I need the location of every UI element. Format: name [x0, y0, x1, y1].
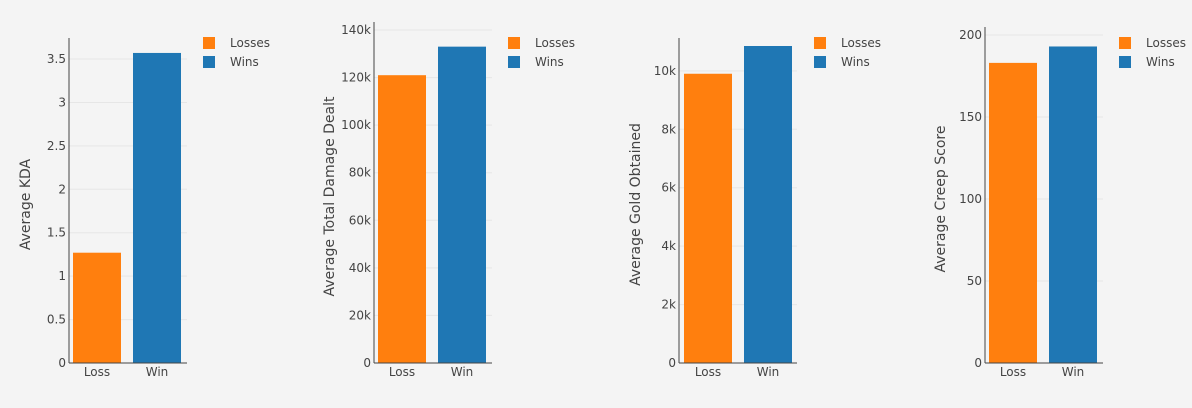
legend-swatch-losses — [814, 37, 826, 49]
y-axis-title: Average Gold Obtained — [628, 123, 644, 286]
y-tick-label: 1 — [58, 269, 66, 283]
bar-losses-loss — [378, 75, 426, 363]
y-tick-label: 4k — [661, 239, 676, 253]
y-tick-label: 3 — [58, 95, 66, 109]
x-tick-label: Loss — [1000, 365, 1026, 379]
y-tick-label: 2k — [661, 298, 676, 312]
legend-label-losses: Losses — [1146, 36, 1186, 50]
legend-label-losses: Losses — [230, 36, 270, 50]
x-tick-label: Loss — [84, 365, 110, 379]
legend-label-losses: Losses — [841, 36, 881, 50]
x-tick-label: Win — [146, 365, 169, 379]
y-tick-label: 120k — [341, 71, 371, 85]
y-tick-label: 40k — [349, 261, 371, 275]
y-tick-label: 100 — [959, 192, 982, 206]
y-axis-title: Average KDA — [18, 158, 34, 250]
y-tick-label: 1.5 — [47, 226, 66, 240]
legend-label-wins: Wins — [535, 55, 564, 69]
bar-wins-win — [1049, 46, 1097, 363]
legend-swatch-losses — [203, 37, 215, 49]
y-tick-label: 2 — [58, 182, 66, 196]
bar-losses-loss — [989, 62, 1037, 363]
x-tick-label: Win — [1062, 365, 1085, 379]
y-tick-label: 0 — [668, 356, 676, 370]
y-tick-label: 2.5 — [47, 139, 66, 153]
chart-panel-2: 0 20k 40k 60k 80k 100k 120k 140k Loss Win Average … — [322, 22, 575, 379]
y-tick-label: 0 — [974, 356, 982, 370]
legend-swatch-wins — [508, 56, 520, 68]
legend-swatch-wins — [814, 56, 826, 68]
legend-swatch-wins — [203, 56, 215, 68]
bar-wins-win — [744, 46, 792, 363]
y-tick-label: 0 — [58, 356, 66, 370]
legend-label-losses: Losses — [535, 36, 575, 50]
y-tick-label: 20k — [349, 308, 371, 322]
y-tick-label: 100k — [341, 118, 371, 132]
y-axis-title: Average Total Damage Dealt — [322, 96, 338, 296]
y-tick-label: 3.5 — [47, 52, 66, 66]
y-tick-label: 50 — [967, 274, 982, 288]
y-tick-label: 140k — [341, 23, 371, 37]
y-tick-label: 60k — [349, 213, 371, 227]
y-tick-label: 8k — [661, 122, 676, 136]
legend-label-wins: Wins — [1146, 55, 1175, 69]
y-tick-label: 200 — [959, 28, 982, 42]
x-tick-label: Win — [757, 365, 780, 379]
chart-panel-1: 0 0.5 1 1.5 2 2.5 3 3.5 Loss Win Average KDA Losses… — [18, 36, 270, 379]
legend-swatch-losses — [1119, 37, 1131, 49]
bar-wins-win — [133, 52, 181, 364]
y-tick-label: 80k — [349, 166, 371, 180]
chart-panel-3: 0 2k 4k 6k 8k 10k Loss Win Average Gold Obtained… — [628, 36, 881, 379]
y-axis-title: Average Creep Score — [933, 126, 949, 273]
x-tick-label: Win — [451, 365, 474, 379]
legend-label-wins: Wins — [841, 55, 870, 69]
bar-losses-loss — [73, 252, 121, 363]
bar-wins-win — [438, 46, 486, 364]
y-tick-label: 0.5 — [47, 313, 66, 327]
bar-losses-loss — [684, 73, 732, 363]
legend-label-wins: Wins — [230, 55, 259, 69]
x-tick-label: Loss — [695, 365, 721, 379]
y-tick-label: 150 — [959, 110, 982, 124]
legend-swatch-losses — [508, 37, 520, 49]
x-tick-label: Loss — [389, 365, 415, 379]
y-tick-label: 6k — [661, 181, 676, 195]
y-tick-label: 0 — [363, 356, 371, 370]
legend-swatch-wins — [1119, 56, 1131, 68]
chart-panel-4: 0 50 100 150 200 Loss Win Average Creep Score Lo… — [933, 27, 1186, 379]
y-tick-label: 10k — [654, 64, 676, 78]
